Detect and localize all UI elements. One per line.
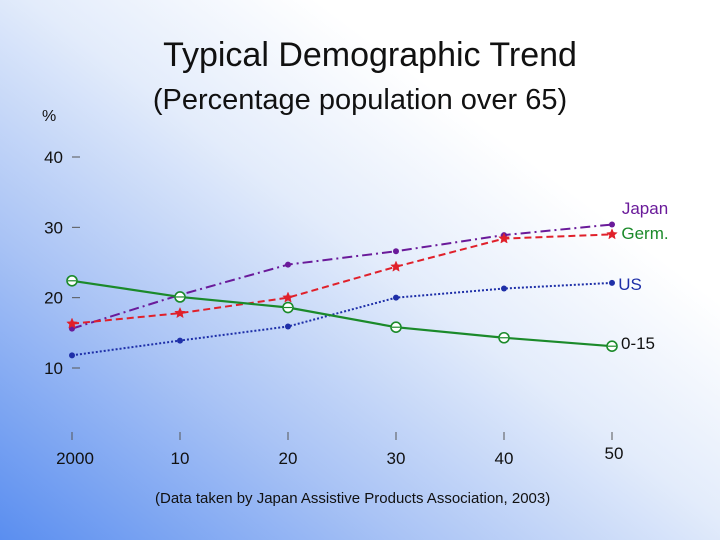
data-point <box>177 337 183 344</box>
data-point <box>609 279 615 286</box>
x-tick-label: 20 <box>279 449 298 468</box>
data-point <box>66 317 78 329</box>
x-tick-label: 30 <box>387 449 406 468</box>
data-point <box>393 294 399 301</box>
y-tick-label: 30 <box>44 218 63 237</box>
x-tick-label: 40 <box>495 449 514 468</box>
data-point <box>501 285 507 292</box>
data-point <box>609 221 615 228</box>
data-point <box>393 248 399 255</box>
series-label-0-15: 0-15 <box>621 334 655 353</box>
series-line-0-15 <box>71 279 613 348</box>
series-line-germ- <box>71 233 613 325</box>
source-note: (Data taken by Japan Assistive Products … <box>155 490 551 507</box>
y-axis-unit: % <box>42 108 56 125</box>
x-tick-label: 10 <box>171 449 190 468</box>
data-point <box>606 228 618 240</box>
chart-subtitle: (Percentage population over 65) <box>152 84 568 116</box>
data-point <box>285 323 291 330</box>
data-point <box>498 232 510 244</box>
data-point <box>285 261 291 268</box>
x-tick-label: 50 <box>605 444 624 463</box>
data-point <box>69 352 75 359</box>
data-point <box>390 260 402 272</box>
series-line-us <box>71 281 613 357</box>
series-label-us: US <box>618 275 642 294</box>
data-point <box>174 306 186 319</box>
x-tick-label: 2000 <box>56 449 94 468</box>
series-line-japan <box>71 223 613 330</box>
y-tick-label: 20 <box>44 289 63 308</box>
series-label-japan: Japan <box>622 199 668 218</box>
chart-title: Typical Demographic Trend <box>163 36 577 74</box>
y-tick-label: 10 <box>44 359 63 378</box>
series-label-germ-: Germ. <box>621 224 668 243</box>
data-point <box>282 291 294 303</box>
y-tick-label: 40 <box>44 148 63 167</box>
